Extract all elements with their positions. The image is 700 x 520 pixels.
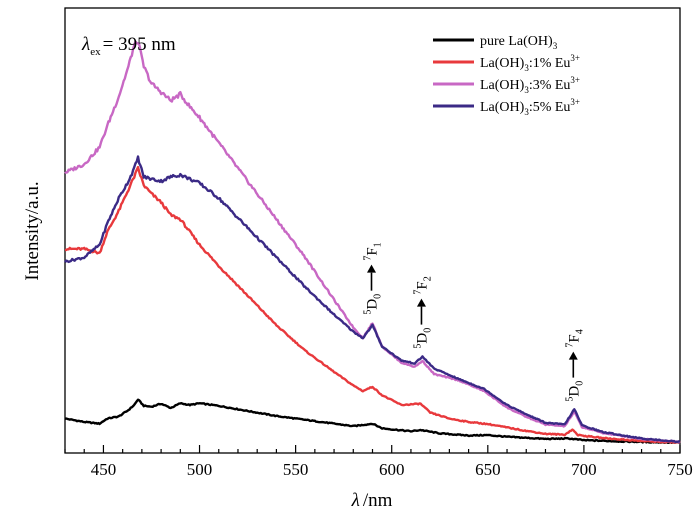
transition-arrow-head	[568, 351, 578, 360]
x-tick-label: 650	[475, 460, 501, 479]
legend-label: La(OH)3:1% Eu3+	[480, 53, 580, 73]
series-line-3	[64, 40, 681, 444]
x-tick-label: 750	[667, 460, 693, 479]
annotation-upper-level: 7F4	[564, 329, 585, 347]
x-tick-label: 600	[379, 460, 405, 479]
annotation-d0-f1: 5D0 7F1	[363, 242, 384, 314]
annotation-upper-level: 7F2	[412, 276, 433, 294]
excitation-value: = 395 nm	[103, 34, 176, 55]
annotation-lower-level: 5D0	[412, 328, 433, 349]
transition-arrow-head	[367, 264, 376, 273]
x-tick-label: 450	[91, 460, 117, 479]
legend: pure La(OH)3 La(OH)3:1% Eu3+La(OH)3:3% Eu…	[433, 34, 580, 117]
excitation-label: λex = 395 nm	[81, 34, 176, 58]
annotation-d0-f2: 5D0 7F2	[412, 276, 433, 348]
annotation-lower-level: 5D0	[363, 294, 384, 315]
annotation-lower-level: 5D0	[564, 381, 585, 402]
x-axis-title: λ/nm	[351, 490, 393, 511]
x-tick-label: 500	[187, 460, 213, 479]
legend-label: pure La(OH)3	[480, 34, 558, 51]
x-axis-ticks: 450 500 550 600 650 700 750	[64, 445, 693, 479]
legend-label: La(OH)3:3% Eu3+	[480, 75, 580, 95]
excitation-subscript: ex	[90, 46, 101, 58]
series-line-4	[64, 155, 681, 444]
transition-arrow-head	[416, 298, 426, 307]
annotation-upper-level: 7F1	[363, 242, 384, 260]
x-tick-label: 550	[283, 460, 309, 479]
x-axis-unit: /nm	[363, 490, 393, 511]
x-axis-symbol: λ	[351, 490, 360, 511]
y-axis-title: Intensity/a.u.	[22, 181, 43, 280]
series-layer	[64, 40, 681, 445]
transition-annotations: 5D0 7F1 5D0 7F2 5D0 7F4	[363, 242, 586, 401]
x-tick-label: 700	[571, 460, 597, 479]
series-line-1	[64, 398, 681, 445]
annotation-d0-f4: 5D0 7F4	[564, 329, 585, 401]
legend-label: La(OH)3:5% Eu3+	[480, 97, 580, 117]
excitation-symbol: λ	[81, 34, 90, 55]
series-line-2	[64, 165, 681, 444]
